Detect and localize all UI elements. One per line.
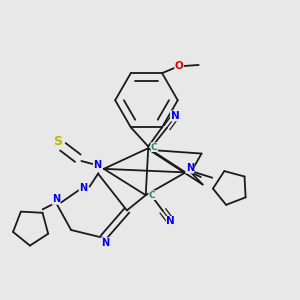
Text: O: O <box>175 61 184 71</box>
Text: C: C <box>151 143 158 152</box>
Text: N: N <box>186 163 194 173</box>
Text: N: N <box>101 238 109 248</box>
Text: N: N <box>79 183 87 193</box>
Text: S: S <box>53 135 62 148</box>
Text: N: N <box>52 194 60 204</box>
Text: C: C <box>149 190 155 200</box>
Text: N: N <box>93 160 101 170</box>
Text: N: N <box>166 217 175 226</box>
Text: N: N <box>170 111 179 121</box>
